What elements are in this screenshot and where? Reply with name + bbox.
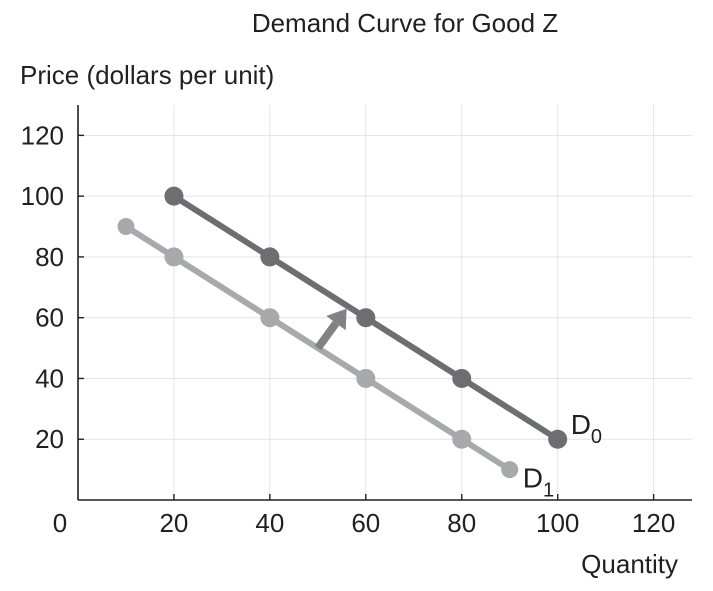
data-point-D0 [452,368,472,388]
data-point-D0 [548,429,568,449]
x-tick-label: 60 [351,508,380,538]
origin-label: 0 [53,508,67,538]
data-point-D1 [164,247,184,267]
data-point-D1 [356,368,376,388]
annotations [314,308,347,351]
x-axis-label: Quantity [581,549,678,579]
y-axis-label: Price (dollars per unit) [20,60,274,90]
x-tick-label: 120 [632,508,675,538]
series-D1: D1 [117,218,554,502]
x-tick-label: 80 [447,508,476,538]
y-tick-label: 20 [35,424,64,454]
series: D1 D0 [117,186,602,502]
data-point-D1 [501,461,519,479]
data-point-D0 [260,247,280,267]
chart-title: Demand Curve for Good Z [252,8,558,38]
y-tick-label: 60 [35,303,64,333]
data-point-D1 [117,218,135,236]
shift-arrow-head [326,308,347,331]
tick-labels: 20 40 60 80 100 120 20 40 60 80 100 120 [21,120,676,538]
y-tick-label: 40 [35,363,64,393]
data-point-D1 [260,308,280,328]
x-tick-label: 20 [159,508,188,538]
curve-label-D1: D1 [523,463,554,502]
y-tick-label: 80 [35,242,64,272]
series-D0: D0 [164,186,602,449]
y-tick-label: 120 [21,120,64,150]
y-tick-label: 100 [21,181,64,211]
shift-arrow-shaft [314,320,340,351]
data-point-D1 [452,429,472,449]
axes [77,105,692,501]
shift-arrow [314,308,347,351]
data-point-D0 [164,186,184,206]
data-point-D0 [356,308,376,328]
curve-label-D0: D0 [571,409,602,448]
x-tick-label: 40 [255,508,284,538]
x-tick-label: 100 [536,508,579,538]
